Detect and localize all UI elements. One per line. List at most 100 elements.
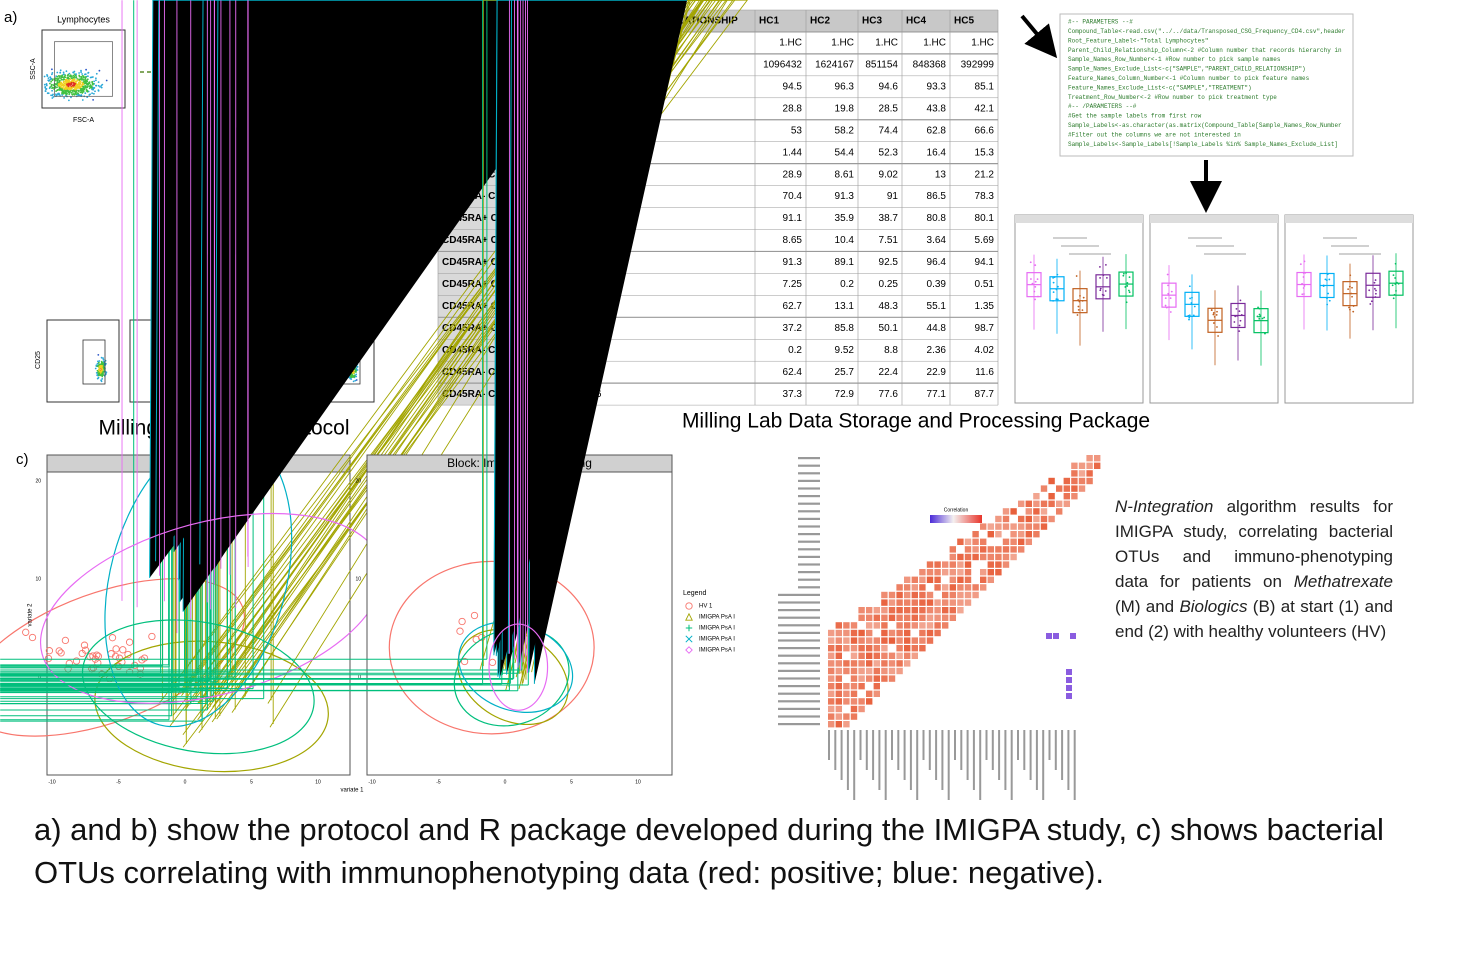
- cell-dot: [95, 72, 98, 75]
- row-label-stub: [778, 624, 820, 627]
- heatmap-cell: [911, 637, 918, 644]
- sample-point: [215, 0, 572, 572]
- table-cell: 15.3: [975, 147, 995, 158]
- description-text: (B) at start (1) and end (2) with health…: [1115, 597, 1393, 641]
- heatmap-cell: [942, 607, 949, 614]
- jitter: [1374, 296, 1377, 298]
- heatmap-cell: [843, 667, 850, 675]
- cell-dot: [58, 89, 61, 91]
- table-cell: 1.HC: [923, 38, 946, 49]
- cell-dot: [84, 73, 87, 76]
- heatmap-cell: [881, 599, 888, 606]
- heatmap-cell: [972, 546, 979, 553]
- table-cell: 0.51: [975, 279, 995, 290]
- jitter: [1055, 288, 1058, 291]
- jitter: [1352, 305, 1355, 307]
- jitter: [1261, 317, 1264, 320]
- code-line: #-- /PARAMETERS --#: [1068, 103, 1137, 110]
- cell-dot: [62, 76, 65, 79]
- row-label-stub: [778, 723, 820, 726]
- heatmap-cell: [980, 538, 987, 545]
- x-tick-label: 0: [504, 779, 507, 785]
- jitter: [1037, 295, 1039, 298]
- cell-dot: [55, 90, 57, 92]
- heatmap-cell: [850, 629, 858, 637]
- heatmap-cell: [1002, 523, 1010, 530]
- cell-dot: [60, 88, 62, 90]
- jitter: [1239, 299, 1242, 302]
- code-line: Sample_Names_Exclude_List<-c("SAMPLE","P…: [1068, 66, 1306, 73]
- cell-dot: [89, 84, 92, 87]
- jitter: [1326, 303, 1329, 306]
- jitter: [1369, 303, 1372, 305]
- heatmap-cell: [850, 652, 858, 659]
- cell-dot: [50, 80, 52, 83]
- heatmap-cell: [1040, 485, 1048, 492]
- cell-dot: [50, 94, 52, 97]
- jitter: [1238, 310, 1241, 313]
- cell-dot: [355, 367, 358, 370]
- heatmap-cell: [881, 660, 888, 667]
- cell-dot: [56, 80, 59, 82]
- heatmap-cell: [934, 614, 941, 621]
- heatmap-cell: [942, 561, 949, 568]
- jitter: [1213, 315, 1216, 318]
- table-cell: 54.4: [835, 147, 855, 158]
- cell-dot: [102, 358, 105, 361]
- col-label-stub: [1061, 730, 1064, 780]
- heatmap-cell: [835, 660, 842, 667]
- cell-dot: [88, 81, 91, 84]
- code-line: Root_Feature_Label<-"Total Lymphocytes": [1068, 37, 1208, 44]
- table-header: HC1: [759, 16, 779, 27]
- heatmap-cell: [904, 637, 911, 644]
- heatmap-cell: [1071, 470, 1078, 477]
- jitter: [1238, 330, 1241, 333]
- heatmap-cell: [1018, 500, 1025, 507]
- cell-dot: [355, 373, 358, 376]
- cell-dot: [50, 83, 53, 86]
- cell-dot: [98, 372, 101, 374]
- y-axis-label: SSC-A: [30, 58, 37, 80]
- jitter: [1299, 263, 1302, 266]
- table-cell: 8.8: [884, 345, 898, 356]
- col-label-stub: [909, 730, 912, 790]
- cell-dot: [57, 78, 60, 80]
- jitter: [1034, 280, 1037, 283]
- cell-dot: [62, 89, 64, 92]
- heatmap-cell: [858, 675, 865, 682]
- cell-dot: [80, 77, 83, 80]
- table-cell: 52.3: [879, 147, 899, 158]
- heatmap-cell: [904, 614, 911, 621]
- x-axis-label: FSC-A: [73, 117, 94, 124]
- cell-dot: [51, 89, 53, 92]
- table-cell: 8.65: [783, 235, 803, 246]
- y-axis-label: CD25: [35, 351, 42, 369]
- cell-dot: [68, 75, 71, 77]
- table-cell: 80.1: [975, 213, 995, 224]
- cell-dot: [351, 373, 353, 376]
- cell-dot: [86, 86, 89, 89]
- heatmap-cell: [858, 705, 865, 713]
- heatmap-cell: [873, 607, 880, 614]
- sample-point: [508, 0, 657, 657]
- heatmap-cell: [1010, 546, 1017, 553]
- heatmap-cell: [835, 652, 842, 659]
- heatmap-cell: [866, 698, 873, 705]
- row-label-stub: [798, 457, 820, 460]
- cell-dot: [356, 366, 359, 368]
- col-label-stub: [840, 730, 843, 780]
- gate: [82, 339, 106, 385]
- cell-dot: [62, 81, 65, 83]
- heatmap-cell: [919, 584, 926, 591]
- cell-dot: [58, 79, 61, 82]
- x-axis-label: variate 1: [340, 788, 364, 794]
- row-label-stub: [798, 586, 820, 589]
- heatmap-cell: [1010, 553, 1017, 561]
- sample-point: [28, 633, 37, 642]
- heatmap-cell: [1025, 538, 1032, 545]
- cell-dot: [94, 367, 97, 370]
- heatmap-cell: [843, 629, 850, 637]
- table-cell: 1096432: [763, 60, 802, 71]
- cell-dot: [67, 87, 69, 90]
- cell-dot: [63, 87, 65, 89]
